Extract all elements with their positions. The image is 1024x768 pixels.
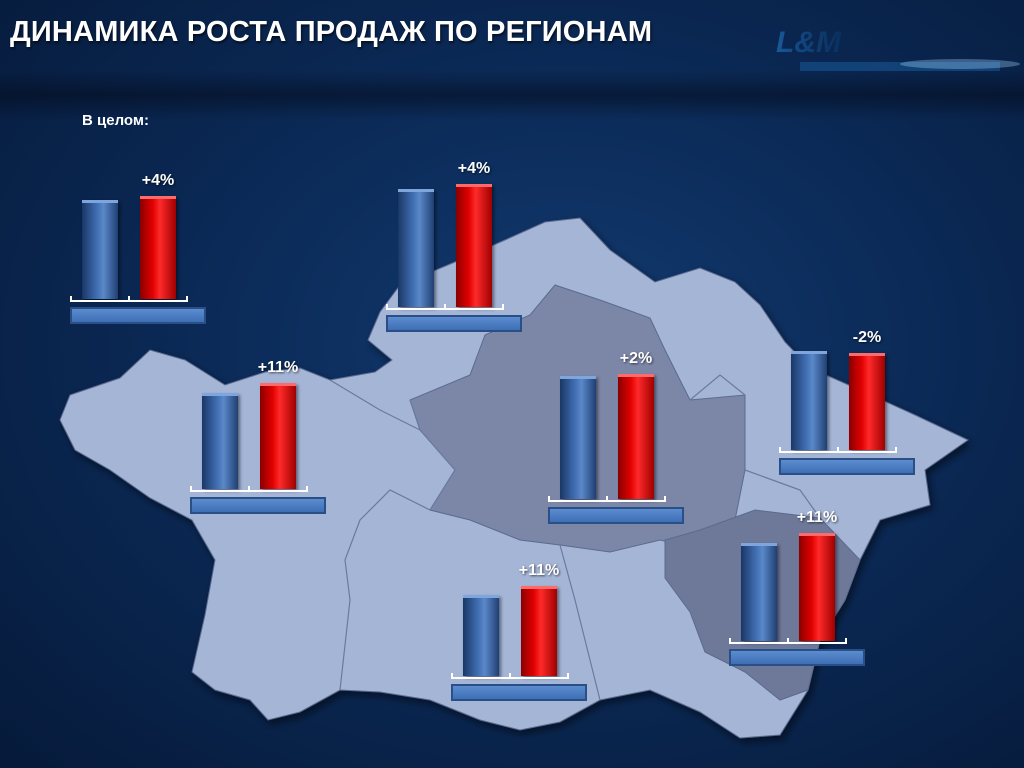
bar-curr-south-east bbox=[799, 532, 835, 641]
growth-label-overall: +4% bbox=[141, 172, 175, 190]
region-borders bbox=[329, 374, 821, 701]
growth-label-west: +11% bbox=[257, 358, 299, 376]
bar-prev-overall bbox=[82, 200, 118, 299]
region-name-box-north bbox=[386, 315, 522, 332]
bar-curr-south bbox=[521, 586, 557, 676]
axis-tick-north bbox=[444, 304, 446, 310]
bar-prev-south-east bbox=[741, 543, 777, 641]
bar-prev-north bbox=[398, 189, 434, 307]
region-name-box-south-east bbox=[729, 649, 865, 666]
axis-tick-center bbox=[606, 496, 608, 502]
bar-prev-west bbox=[202, 393, 238, 489]
bar-curr-north bbox=[456, 184, 492, 307]
axis-tick-south bbox=[509, 673, 511, 679]
region-name-box-south bbox=[451, 684, 587, 701]
region-name-box-east bbox=[779, 458, 915, 475]
page-title: ДИНАМИКА РОСТА ПРОДАЖ ПО РЕГИОНАМ bbox=[10, 16, 653, 48]
growth-label-center: +2% bbox=[619, 349, 653, 367]
growth-label-east: -2% bbox=[852, 328, 882, 346]
growth-label-north: +4% bbox=[457, 160, 491, 178]
header-band bbox=[0, 70, 1024, 120]
bar-curr-east bbox=[849, 352, 885, 450]
bar-curr-overall bbox=[140, 196, 176, 299]
growth-label-south: +11% bbox=[518, 562, 560, 580]
bar-curr-center bbox=[618, 373, 654, 499]
region-name-box-west bbox=[190, 497, 326, 514]
axis-tick-east bbox=[837, 447, 839, 453]
axis-tick-south-east bbox=[787, 638, 789, 644]
bar-prev-center bbox=[560, 376, 596, 499]
bar-curr-west bbox=[260, 382, 296, 489]
bar-prev-east bbox=[791, 351, 827, 450]
company-logo: L&M bbox=[776, 26, 1020, 71]
logo-text: L&M bbox=[776, 26, 842, 59]
axis-tick-west bbox=[248, 486, 250, 492]
overall-label: В целом: bbox=[82, 112, 149, 129]
bar-prev-south bbox=[463, 595, 499, 676]
axis-tick-overall bbox=[128, 296, 130, 302]
region-name-box-center bbox=[548, 507, 684, 524]
region-name-box-overall bbox=[70, 307, 206, 324]
growth-label-south-east: +11% bbox=[796, 508, 838, 526]
